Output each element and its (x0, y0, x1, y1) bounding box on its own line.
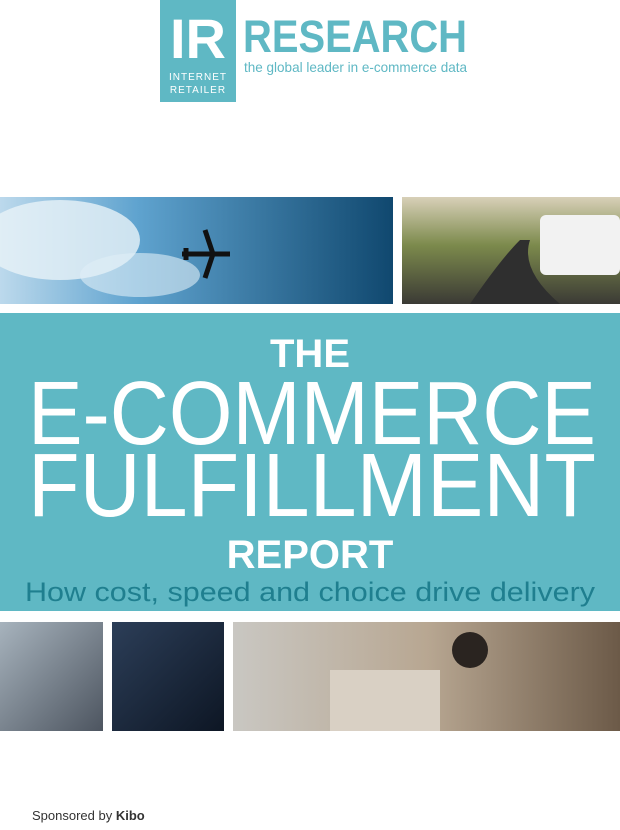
title-band (0, 313, 620, 611)
sponsor: Kibo (116, 808, 145, 823)
photo-aerial (112, 622, 224, 731)
box (330, 670, 440, 731)
title-the: THE (270, 332, 350, 376)
footer: Sponsored by Kibo (32, 808, 145, 823)
title-main: E-COMMERCE (28, 364, 596, 464)
logo-line: RETAILER (170, 85, 226, 96)
title-main: FULFILLMENT (28, 436, 596, 536)
tagline: the global leader in e-commerce data (244, 59, 467, 75)
logo-box (160, 0, 236, 102)
logo-line: INTERNET (169, 72, 227, 83)
person (452, 632, 488, 668)
cloud (80, 253, 200, 297)
road (470, 240, 560, 304)
plane (182, 229, 230, 279)
photo-warehouse (0, 622, 103, 731)
logo-mark: IR (170, 7, 226, 70)
title-report: REPORT (227, 533, 394, 577)
footer-prefix: Sponsored by (32, 808, 113, 823)
subtitle: How cost, speed and choice drive deliver… (25, 577, 596, 607)
brand: RESEARCH (243, 11, 467, 62)
van (540, 215, 620, 275)
